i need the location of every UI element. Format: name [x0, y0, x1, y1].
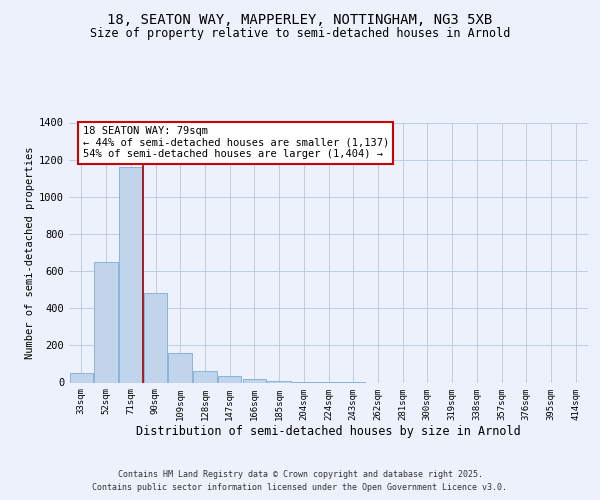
Bar — [218, 376, 241, 382]
Bar — [169, 353, 192, 382]
Y-axis label: Number of semi-detached properties: Number of semi-detached properties — [25, 146, 35, 359]
Text: 18, SEATON WAY, MAPPERLEY, NOTTINGHAM, NG3 5XB: 18, SEATON WAY, MAPPERLEY, NOTTINGHAM, N… — [107, 12, 493, 26]
Bar — [144, 294, 167, 382]
Bar — [193, 372, 217, 382]
Bar — [94, 262, 118, 382]
Text: Contains public sector information licensed under the Open Government Licence v3: Contains public sector information licen… — [92, 484, 508, 492]
Bar — [119, 167, 143, 382]
Text: Size of property relative to semi-detached houses in Arnold: Size of property relative to semi-detach… — [90, 28, 510, 40]
Bar — [70, 373, 93, 382]
Text: Contains HM Land Registry data © Crown copyright and database right 2025.: Contains HM Land Registry data © Crown c… — [118, 470, 482, 479]
X-axis label: Distribution of semi-detached houses by size in Arnold: Distribution of semi-detached houses by … — [136, 425, 521, 438]
Text: 18 SEATON WAY: 79sqm
← 44% of semi-detached houses are smaller (1,137)
54% of se: 18 SEATON WAY: 79sqm ← 44% of semi-detac… — [83, 126, 389, 160]
Bar — [242, 379, 266, 382]
Bar — [268, 380, 291, 382]
